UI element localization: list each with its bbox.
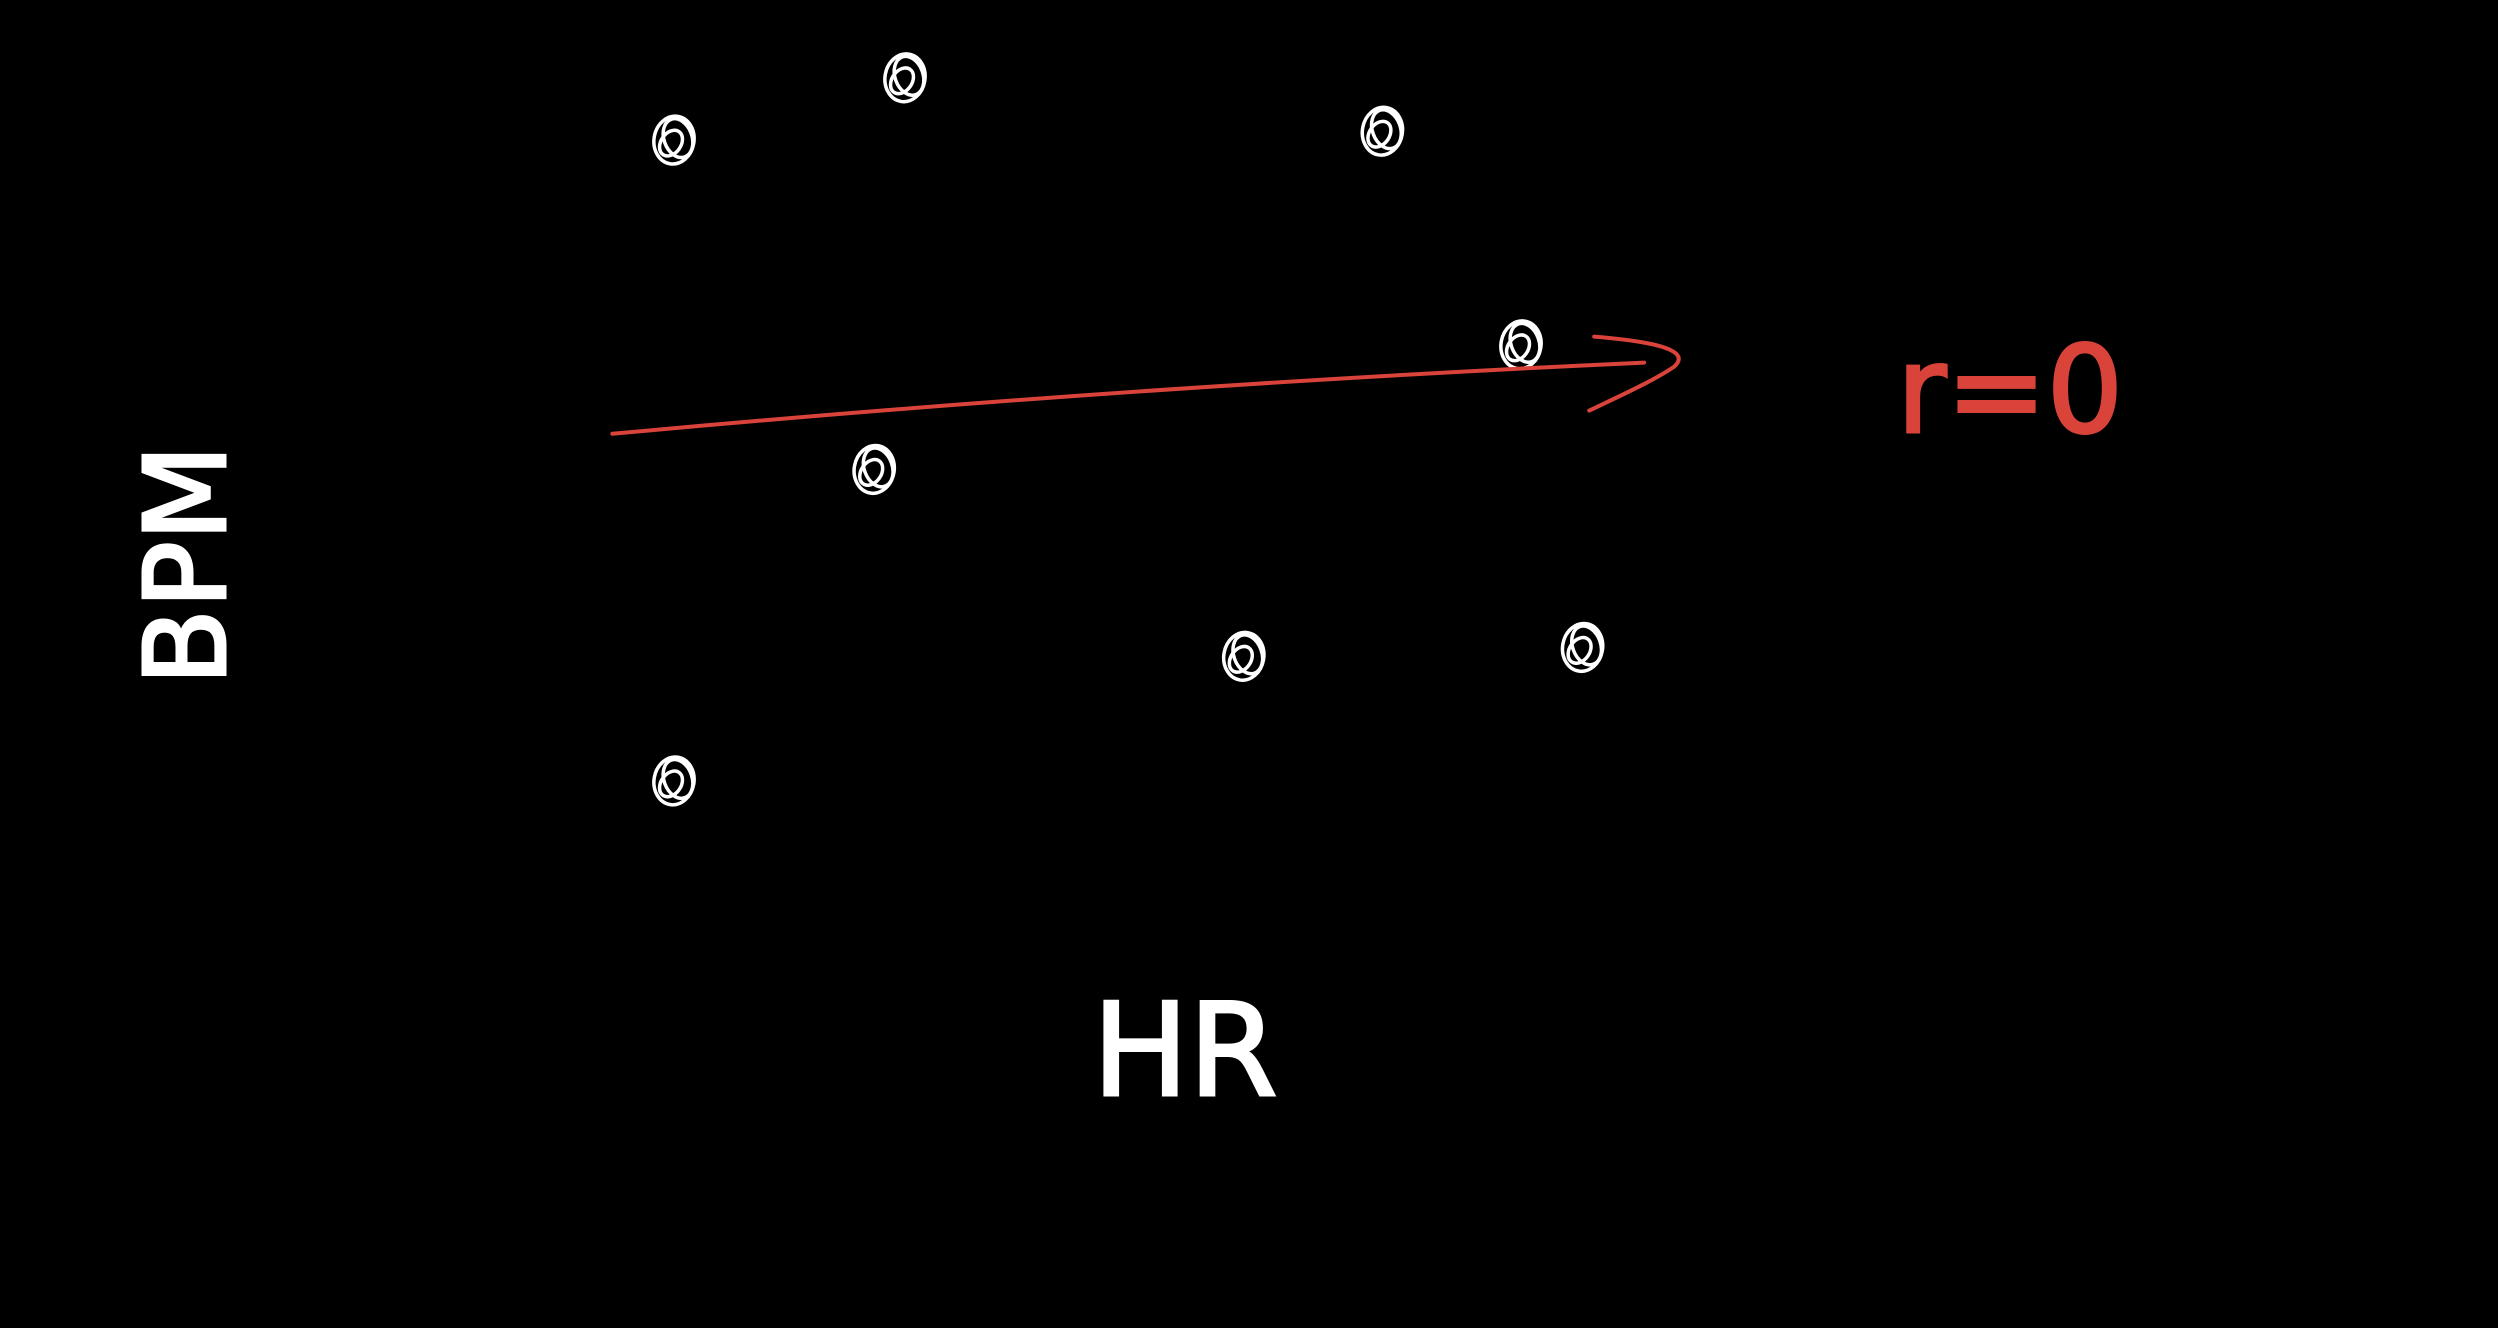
data-point-scribble bbox=[852, 443, 897, 496]
data-point-scribble bbox=[661, 116, 695, 160]
data-point-scribble bbox=[652, 755, 696, 807]
data-point bbox=[1499, 319, 1543, 371]
data-point-scribble bbox=[1504, 333, 1532, 363]
data-point-scribble bbox=[1570, 624, 1604, 667]
data-points bbox=[652, 52, 1605, 807]
data-point-scribble bbox=[657, 769, 685, 799]
x-axis-label: HR bbox=[1092, 977, 1277, 1126]
data-point bbox=[652, 114, 696, 166]
data-point-scribble bbox=[661, 757, 695, 801]
data-point-scribble bbox=[857, 457, 885, 487]
trend-line-arrowhead bbox=[1587, 334, 1681, 413]
data-point-scribble bbox=[657, 128, 685, 158]
data-point-scribble bbox=[1231, 633, 1265, 676]
correlation-annotation: r=0 bbox=[1897, 322, 2123, 461]
y-axis-arrowhead bbox=[358, 36, 487, 208]
data-point-scribble bbox=[1369, 108, 1403, 151]
data-point bbox=[1560, 621, 1605, 674]
data-point bbox=[883, 52, 927, 104]
x-axis-arrowhead bbox=[1978, 856, 2265, 1026]
data-point-scribble bbox=[1360, 105, 1405, 157]
trend-line-group bbox=[610, 334, 1681, 436]
y-axis bbox=[358, 36, 530, 1212]
data-point bbox=[1360, 105, 1405, 157]
data-point-scribble bbox=[888, 66, 916, 96]
trend-line bbox=[610, 360, 1647, 436]
data-point-scribble bbox=[1560, 621, 1605, 674]
data-point-scribble bbox=[652, 114, 696, 166]
y-axis-label: BPM bbox=[122, 444, 252, 685]
data-point-scribble bbox=[1566, 635, 1593, 665]
data-point bbox=[1221, 630, 1266, 682]
x-axis-line bbox=[140, 899, 2240, 979]
y-axis-line bbox=[446, 100, 530, 1212]
data-point-scribble bbox=[1227, 644, 1255, 674]
data-point-scribble bbox=[1499, 319, 1543, 371]
data-point-scribble bbox=[1366, 119, 1393, 149]
data-point-scribble bbox=[1508, 321, 1542, 364]
data-point-scribble bbox=[1221, 630, 1266, 682]
data-point-scribble bbox=[892, 54, 926, 97]
data-point-scribble bbox=[883, 52, 927, 104]
data-point bbox=[852, 443, 897, 496]
data-point-scribble bbox=[861, 446, 895, 489]
data-point bbox=[652, 755, 696, 807]
